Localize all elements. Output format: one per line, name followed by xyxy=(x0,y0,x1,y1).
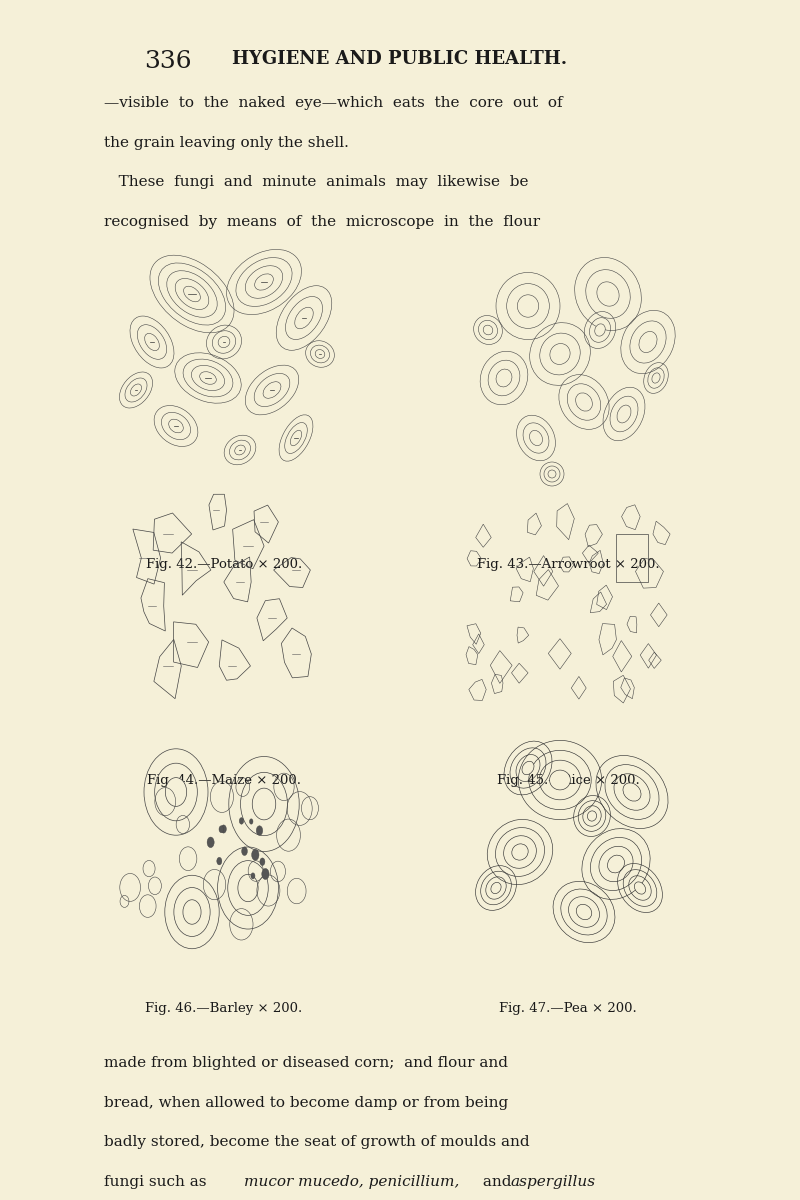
Ellipse shape xyxy=(217,857,222,865)
Text: aspergillus: aspergillus xyxy=(510,1175,595,1189)
Ellipse shape xyxy=(254,274,274,290)
Ellipse shape xyxy=(522,761,534,775)
Text: bread, when allowed to become damp or from being: bread, when allowed to become damp or fr… xyxy=(104,1096,508,1110)
Ellipse shape xyxy=(251,872,255,878)
Text: recognised  by  means  of  the  microscope  in  the  flour: recognised by means of the microscope in… xyxy=(104,215,540,229)
Ellipse shape xyxy=(221,824,226,833)
Ellipse shape xyxy=(550,770,570,790)
Ellipse shape xyxy=(634,882,646,894)
Ellipse shape xyxy=(242,847,247,856)
Ellipse shape xyxy=(207,838,214,847)
Ellipse shape xyxy=(594,324,606,336)
Ellipse shape xyxy=(234,445,246,455)
Ellipse shape xyxy=(219,826,224,833)
Text: These  fungi  and  minute  animals  may  likewise  be: These fungi and minute animals may likew… xyxy=(104,175,529,190)
Ellipse shape xyxy=(294,307,314,329)
Ellipse shape xyxy=(145,334,159,350)
Ellipse shape xyxy=(256,826,262,835)
Ellipse shape xyxy=(639,331,657,353)
Text: Fig. 46.—Barley × 200.: Fig. 46.—Barley × 200. xyxy=(146,1002,302,1015)
Ellipse shape xyxy=(260,858,265,865)
Ellipse shape xyxy=(263,382,281,398)
Ellipse shape xyxy=(607,856,625,872)
Ellipse shape xyxy=(262,869,269,880)
Text: 336: 336 xyxy=(144,50,192,73)
Text: Fig. 45.—Rice × 200.: Fig. 45.—Rice × 200. xyxy=(497,774,639,787)
Ellipse shape xyxy=(587,811,597,821)
Ellipse shape xyxy=(576,905,592,919)
Ellipse shape xyxy=(530,431,542,445)
Text: Fig. 44.—Maize × 200.: Fig. 44.—Maize × 200. xyxy=(147,774,301,787)
Ellipse shape xyxy=(550,343,570,365)
Ellipse shape xyxy=(315,349,325,359)
Ellipse shape xyxy=(130,384,142,396)
Text: and: and xyxy=(478,1175,517,1189)
Ellipse shape xyxy=(183,287,201,301)
Ellipse shape xyxy=(548,470,556,478)
Ellipse shape xyxy=(623,782,641,802)
Text: —visible  to  the  naked  eye—which  eats  the  core  out  of: —visible to the naked eye—which eats the… xyxy=(104,96,562,110)
Ellipse shape xyxy=(169,419,183,433)
Ellipse shape xyxy=(652,373,660,383)
Ellipse shape xyxy=(218,336,230,348)
Ellipse shape xyxy=(250,818,253,824)
Text: the grain leaving only the shell.: the grain leaving only the shell. xyxy=(104,136,349,150)
Text: HYGIENE AND PUBLIC HEALTH.: HYGIENE AND PUBLIC HEALTH. xyxy=(233,50,567,68)
Ellipse shape xyxy=(576,392,592,412)
Ellipse shape xyxy=(496,370,512,386)
Ellipse shape xyxy=(239,817,244,824)
Text: mucor mucedo, penicillium,: mucor mucedo, penicillium, xyxy=(244,1175,459,1189)
Ellipse shape xyxy=(491,882,501,894)
Ellipse shape xyxy=(166,778,186,806)
Ellipse shape xyxy=(512,844,528,860)
Text: badly stored, become the seat of growth of moulds and: badly stored, become the seat of growth … xyxy=(104,1135,530,1150)
Ellipse shape xyxy=(290,431,302,445)
Ellipse shape xyxy=(238,875,258,901)
Ellipse shape xyxy=(617,406,631,422)
Ellipse shape xyxy=(200,372,216,384)
Text: made from blighted or diseased corn;  and flour and: made from blighted or diseased corn; and… xyxy=(104,1056,508,1070)
Ellipse shape xyxy=(483,325,493,335)
Ellipse shape xyxy=(518,295,538,317)
Ellipse shape xyxy=(252,788,276,820)
Ellipse shape xyxy=(183,900,201,924)
Ellipse shape xyxy=(597,282,619,306)
Text: Fig. 47.—Pea × 200.: Fig. 47.—Pea × 200. xyxy=(499,1002,637,1015)
Ellipse shape xyxy=(252,850,259,860)
Text: Fig. 43.—Arrowroot × 200.: Fig. 43.—Arrowroot × 200. xyxy=(477,558,659,571)
Text: Fig. 42.—Potato × 200.: Fig. 42.—Potato × 200. xyxy=(146,558,302,571)
Text: fungi such as: fungi such as xyxy=(104,1175,211,1189)
